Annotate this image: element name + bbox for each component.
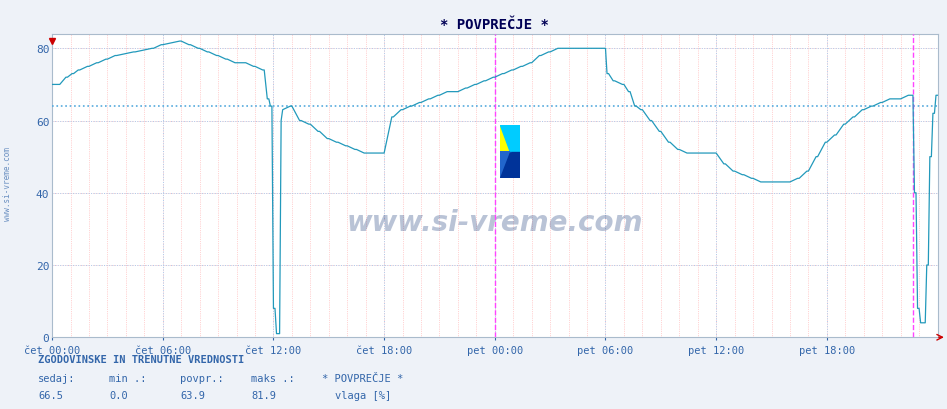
Text: * POVPREČJE *: * POVPREČJE * (322, 373, 403, 383)
Text: 66.5: 66.5 (38, 389, 63, 400)
Polygon shape (500, 126, 510, 152)
Text: povpr.:: povpr.: (180, 373, 223, 383)
Text: min .:: min .: (109, 373, 147, 383)
Text: sedaj:: sedaj: (38, 373, 76, 383)
Text: 81.9: 81.9 (251, 389, 276, 400)
Title: * POVPREČJE *: * POVPREČJE * (440, 18, 549, 32)
Text: maks .:: maks .: (251, 373, 295, 383)
Text: vlaga [%]: vlaga [%] (335, 389, 391, 400)
Text: 63.9: 63.9 (180, 389, 205, 400)
Bar (510, 126, 521, 152)
Text: www.si-vreme.com: www.si-vreme.com (347, 209, 643, 236)
Bar (510, 152, 521, 179)
Polygon shape (500, 152, 510, 179)
Polygon shape (500, 152, 510, 179)
Text: www.si-vreme.com: www.si-vreme.com (3, 147, 12, 221)
Text: ZGODOVINSKE IN TRENUTNE VREDNOSTI: ZGODOVINSKE IN TRENUTNE VREDNOSTI (38, 354, 244, 364)
Polygon shape (500, 126, 510, 152)
Bar (500, 152, 510, 179)
Text: 0.0: 0.0 (109, 389, 128, 400)
Bar (500, 126, 510, 152)
